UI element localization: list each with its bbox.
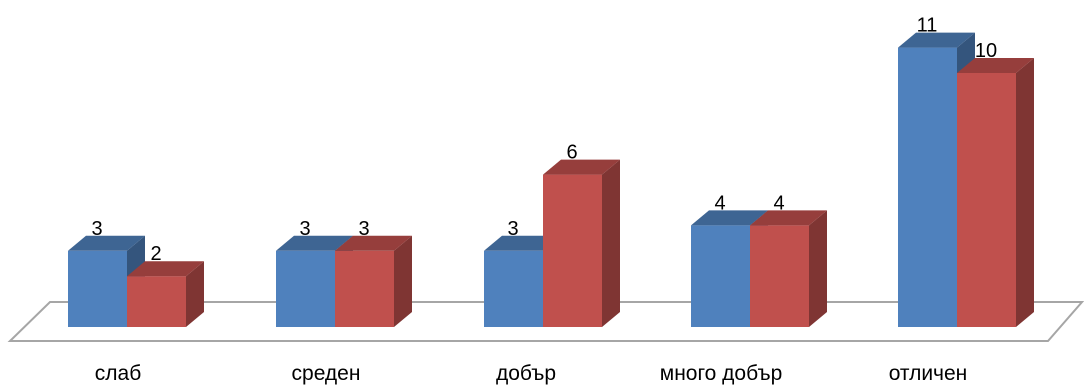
bar-front-face [127,276,186,327]
category-label: много добър [660,362,783,385]
bar-2-2 [335,235,412,327]
bar-side-face [602,159,620,327]
data-label: 3 [91,218,102,240]
bar-side-face [186,261,204,327]
bar-front-face [543,174,602,327]
data-label: 3 [299,218,310,240]
bar-2-3 [543,159,620,327]
bar-top-face [543,159,620,175]
bar-front-face [484,250,543,327]
category-label: слаб [95,362,141,385]
bar-top-face [750,210,827,226]
bar-2-4 [750,210,827,327]
data-label: 6 [566,142,577,164]
category-label: отличен [889,362,968,385]
bar-top-face [127,261,204,277]
bar-2-5 [957,58,1034,327]
bar-top-face [276,235,353,251]
bar-2-1 [127,261,204,327]
data-label: 11 [917,15,938,37]
bar-top-face [957,58,1034,73]
bar-top-face [335,235,412,251]
data-label: 2 [150,243,161,265]
bar-side-face [1016,58,1034,327]
bar-front-face [335,250,394,327]
bar-top-face [898,32,975,48]
category-label: среден [292,362,361,385]
chart-floor [7,301,1084,342]
bar-front-face [957,73,1016,327]
bar-front-face [691,225,750,327]
bar-front-face [68,250,127,327]
category-label: добър [496,362,556,385]
bar-top-face [691,210,768,226]
data-label: 3 [358,218,369,240]
data-label: 3 [507,218,518,240]
bar-front-face [276,250,335,327]
data-label: 4 [773,192,784,214]
bar-side-face [809,210,827,327]
bar-front-face [898,47,957,327]
bar-side-face [394,235,412,327]
bar-top-face [68,235,145,251]
data-label: 4 [714,192,725,214]
bar-top-face [484,235,561,251]
data-label: 10 [975,40,997,62]
bar-front-face [750,225,809,327]
